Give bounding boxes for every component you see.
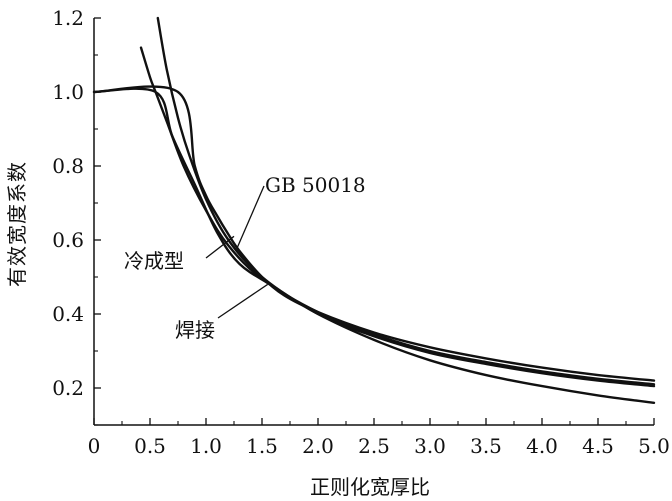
annotation-label: GB 50018	[265, 173, 366, 197]
y-tick-label: 1.2	[52, 6, 84, 30]
x-tick-label: 2.0	[302, 434, 334, 458]
x-tick-label: 4.5	[582, 434, 614, 458]
y-axis-title: 有效宽度系数	[5, 161, 29, 287]
annotation-leader-line	[236, 185, 265, 248]
y-tick-label: 0.4	[52, 302, 84, 326]
x-tick-label: 4.0	[526, 434, 558, 458]
x-tick-label: 1.0	[190, 434, 222, 458]
annotation-label: 冷成型	[124, 249, 184, 273]
x-tick-label: 2.5	[358, 434, 390, 458]
y-tick-label: 1.0	[52, 80, 84, 104]
annotation-leader-line	[205, 235, 235, 259]
x-axis-title: 正则化宽厚比	[310, 475, 430, 499]
annotation-leader-line	[217, 283, 268, 319]
x-tick-label: 0	[88, 434, 101, 458]
x-tick-label: 1.5	[246, 434, 278, 458]
y-tick-label: 0.2	[52, 376, 84, 400]
series-line-4	[92, 87, 656, 404]
annotation-label: 焊接	[175, 318, 215, 342]
series-group	[92, 16, 656, 404]
x-tick-label: 0.5	[134, 434, 166, 458]
x-tick-label: 3.0	[414, 434, 446, 458]
y-tick-label: 0.8	[52, 154, 84, 178]
x-tick-label: 3.5	[470, 434, 502, 458]
y-tick-label: 0.6	[52, 228, 84, 252]
axes-group: 0 0.5 1.0 1.5 2.0 2.5 3.0 3.5 4.0 4.5 5.0 0.2 0.4 0.6…	[52, 6, 670, 458]
series-line-2	[156, 16, 656, 388]
x-tick-label: 5.0	[638, 434, 670, 458]
